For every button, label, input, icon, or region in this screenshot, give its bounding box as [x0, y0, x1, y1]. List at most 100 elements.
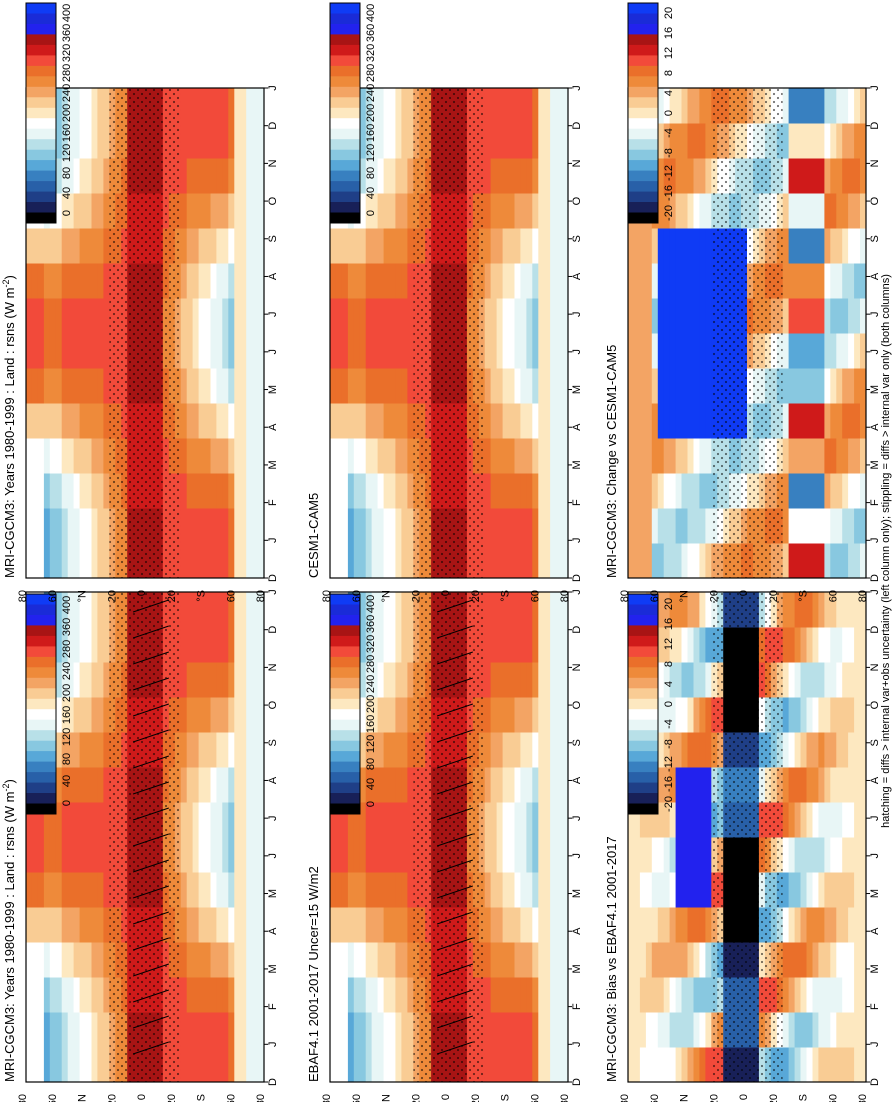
heatmap-cell	[681, 88, 688, 124]
heatmap-cell	[234, 732, 241, 768]
heatmap-cell	[389, 697, 396, 733]
heatmap-cell	[514, 662, 521, 698]
heatmap-cell	[97, 837, 104, 873]
heatmap-cell	[192, 193, 200, 229]
heatmap-cell	[818, 88, 825, 124]
heatmap-cell	[73, 977, 81, 1013]
x-tick-label: M	[267, 964, 279, 973]
heatmap-cell	[198, 907, 206, 943]
heatmap-cell	[258, 907, 265, 943]
heatmap-cell	[210, 508, 217, 544]
heatmap-cell	[37, 368, 45, 404]
colorbar-swatch	[330, 139, 360, 151]
heatmap-cell	[222, 228, 229, 264]
colorbar-swatch	[26, 24, 56, 35]
heatmap-cell	[854, 403, 861, 439]
colorbar-swatch	[26, 615, 56, 626]
heatmap-cell	[502, 473, 510, 509]
heatmap-cell	[91, 228, 98, 264]
x-tick-label: J	[869, 589, 881, 595]
heatmap-cell	[830, 767, 837, 803]
y-tick-label: 80	[17, 590, 29, 602]
heatmap-cell	[234, 88, 241, 124]
heatmap-cell	[258, 1012, 265, 1048]
heatmap-cell	[705, 802, 712, 838]
colorbar-swatch	[26, 107, 56, 119]
heatmap-cell	[681, 697, 688, 733]
heatmap-cell	[657, 942, 665, 978]
heatmap-cell	[693, 907, 700, 943]
heatmap-cell	[341, 1012, 349, 1048]
heatmap-cell	[73, 158, 81, 194]
heatmap-cell	[246, 662, 253, 698]
heatmap-cell	[699, 158, 706, 194]
heatmap-cell	[61, 123, 69, 159]
colorbar-swatch	[330, 170, 360, 182]
heatmap-cell	[532, 732, 539, 768]
heatmap-cell	[550, 1012, 557, 1048]
heatmap-cell	[562, 627, 569, 663]
heatmap-cell	[681, 592, 688, 628]
heatmap-cell	[79, 333, 87, 369]
heatmap-cell	[824, 1047, 831, 1083]
heatmap-cell	[67, 438, 75, 474]
heatmap-cell	[562, 263, 569, 299]
x-tick-label: M	[267, 889, 279, 898]
heatmap-cell	[800, 193, 807, 229]
heatmap-cell	[800, 977, 807, 1013]
heatmap-cell	[842, 872, 849, 908]
colorbar-tick-label: 120	[61, 728, 73, 746]
colorbar-tick-label: 200	[365, 695, 377, 713]
hatch-line	[436, 599, 473, 613]
heatmap-cell	[526, 438, 533, 474]
heatmap-cell	[26, 508, 33, 544]
heatmap-cell	[556, 732, 563, 768]
heatmap-cell	[395, 123, 402, 159]
heatmap-cell	[484, 228, 492, 264]
heatmap-cell	[514, 123, 521, 159]
heatmap-cell	[198, 627, 206, 663]
heatmap-cell	[73, 907, 81, 943]
heatmap-cell	[73, 473, 81, 509]
heatmap-cell	[222, 872, 229, 908]
heatmap-cell	[234, 158, 241, 194]
heatmap-cell	[496, 263, 504, 299]
heatmap-cell	[55, 333, 63, 369]
heatmap-cell	[103, 158, 110, 194]
y-tick-label: °S	[196, 590, 208, 602]
heatmap-cell	[693, 697, 700, 733]
heatmap-cell	[330, 228, 337, 264]
heatmap-cell	[79, 767, 87, 803]
heatmap-cell	[836, 1047, 843, 1083]
heatmap-cell	[252, 837, 259, 873]
heatmap-cell	[848, 942, 855, 978]
x-tick-label: M	[869, 964, 881, 973]
heatmap-cell	[854, 228, 861, 264]
heatmap-cell	[639, 473, 647, 509]
heatmap-cell	[79, 802, 87, 838]
heatmap-cell	[371, 543, 379, 579]
colorbar-tick-label: 160	[365, 715, 377, 733]
heatmap-cell	[258, 942, 265, 978]
colorbar-tick-label: 280	[365, 655, 377, 673]
heatmap-cell	[341, 543, 349, 579]
heatmap-cell	[538, 662, 545, 698]
heatmap-cell	[628, 1047, 635, 1083]
heatmap-cell	[61, 88, 69, 124]
heatmap-cell	[556, 543, 563, 579]
heatmap-cell	[818, 592, 825, 628]
heatmap-cell	[341, 438, 349, 474]
heatmap-cell	[85, 1012, 92, 1048]
heatmap-cell	[848, 697, 855, 733]
title-end: )	[2, 779, 17, 783]
heatmap-cell	[788, 263, 796, 299]
heatmap-cell	[240, 543, 247, 579]
heatmap-cell	[687, 403, 694, 439]
heatmap-cell	[520, 662, 527, 698]
heatmap-cell	[675, 298, 683, 334]
heatmap-cell	[383, 907, 391, 943]
heatmap-cell	[79, 228, 87, 264]
heatmap-cell	[830, 228, 837, 264]
colorbar-swatch	[26, 76, 56, 88]
heatmap-cell	[556, 627, 563, 663]
